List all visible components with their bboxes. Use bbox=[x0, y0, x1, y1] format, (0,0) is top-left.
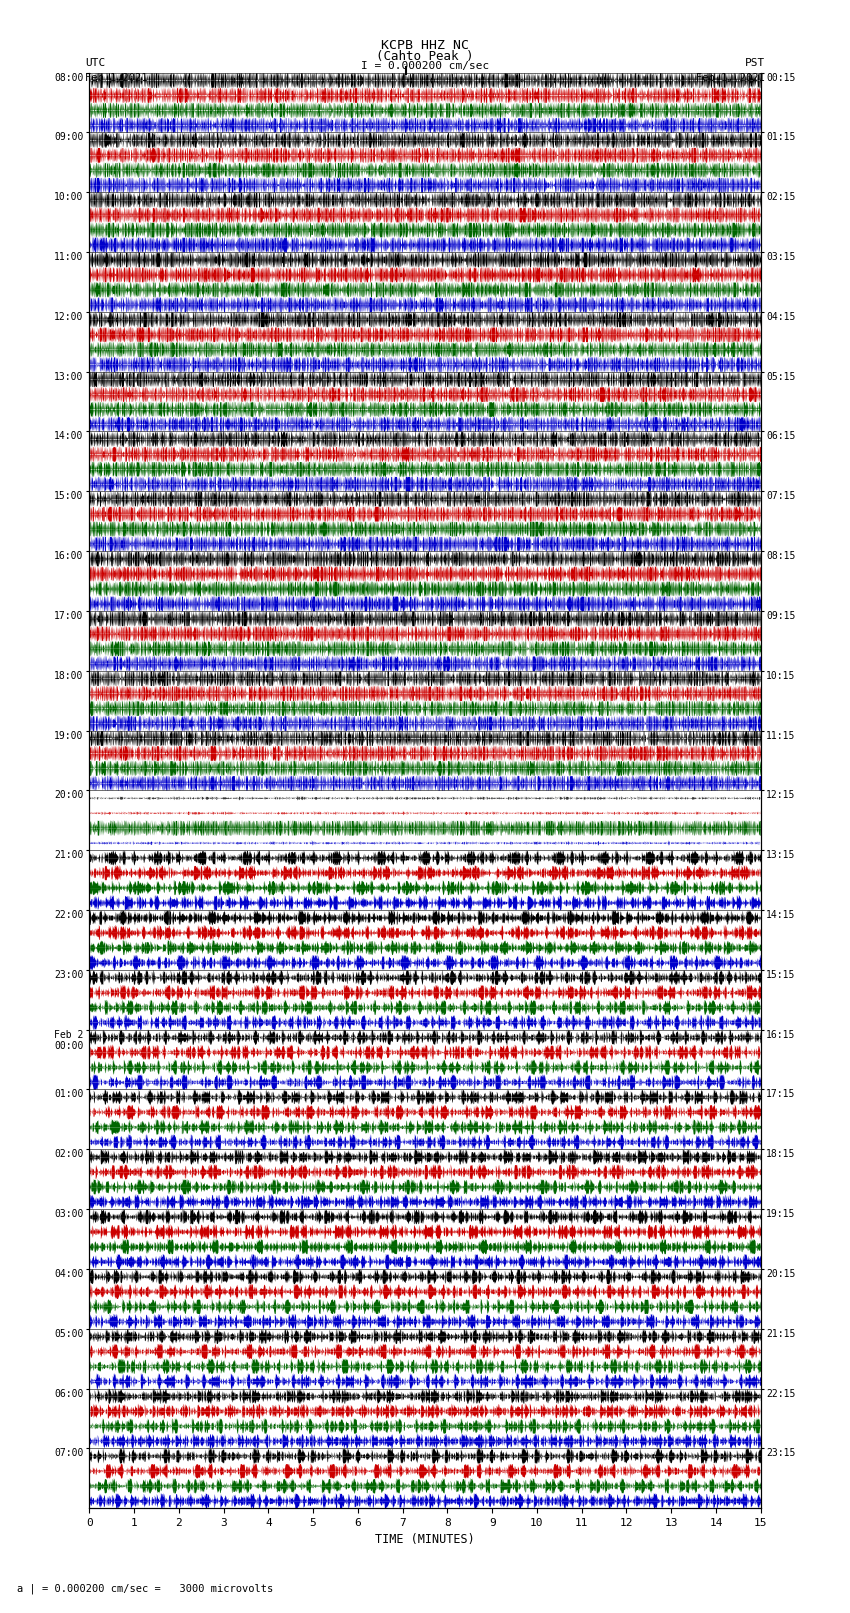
Text: a | = 0.000200 cm/sec =   3000 microvolts: a | = 0.000200 cm/sec = 3000 microvolts bbox=[17, 1582, 273, 1594]
Text: (Cahto Peak ): (Cahto Peak ) bbox=[377, 50, 473, 63]
Text: PST: PST bbox=[745, 58, 765, 68]
X-axis label: TIME (MINUTES): TIME (MINUTES) bbox=[375, 1534, 475, 1547]
Text: I = 0.000200 cm/sec: I = 0.000200 cm/sec bbox=[361, 61, 489, 71]
Text: UTC: UTC bbox=[85, 58, 105, 68]
Text: Feb 1,2021: Feb 1,2021 bbox=[85, 73, 148, 82]
Text: KCPB HHZ NC: KCPB HHZ NC bbox=[381, 39, 469, 52]
Text: Feb 1, 2021: Feb 1, 2021 bbox=[696, 73, 765, 82]
